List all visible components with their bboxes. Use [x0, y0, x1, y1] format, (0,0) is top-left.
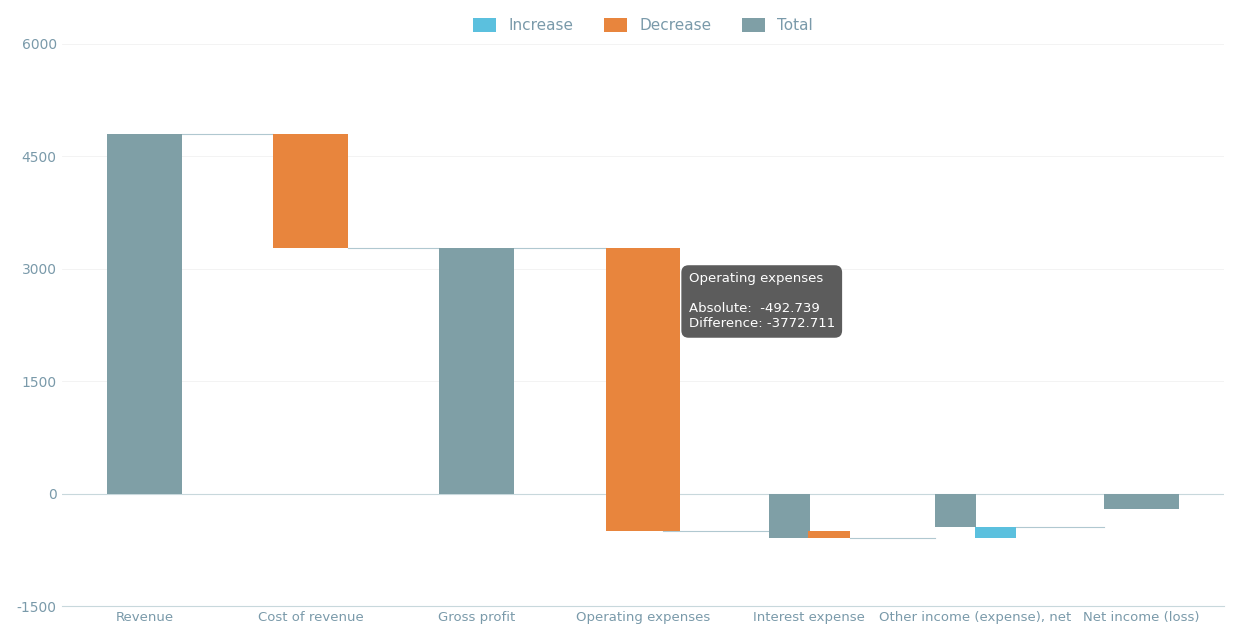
- Bar: [439, 247, 514, 494]
- Legend: Increase, Decrease, Total: Increase, Decrease, Total: [467, 12, 819, 39]
- Bar: [107, 133, 182, 494]
- Bar: [606, 247, 680, 531]
- Bar: [974, 527, 1015, 538]
- Text: Operating expenses

Absolute:  -492.739
Difference: -3772.711: Operating expenses Absolute: -492.739 Di…: [689, 272, 835, 331]
- Bar: [768, 494, 809, 538]
- Bar: [1104, 494, 1179, 509]
- Bar: [273, 133, 347, 247]
- Bar: [934, 494, 975, 527]
- Bar: [808, 531, 850, 538]
